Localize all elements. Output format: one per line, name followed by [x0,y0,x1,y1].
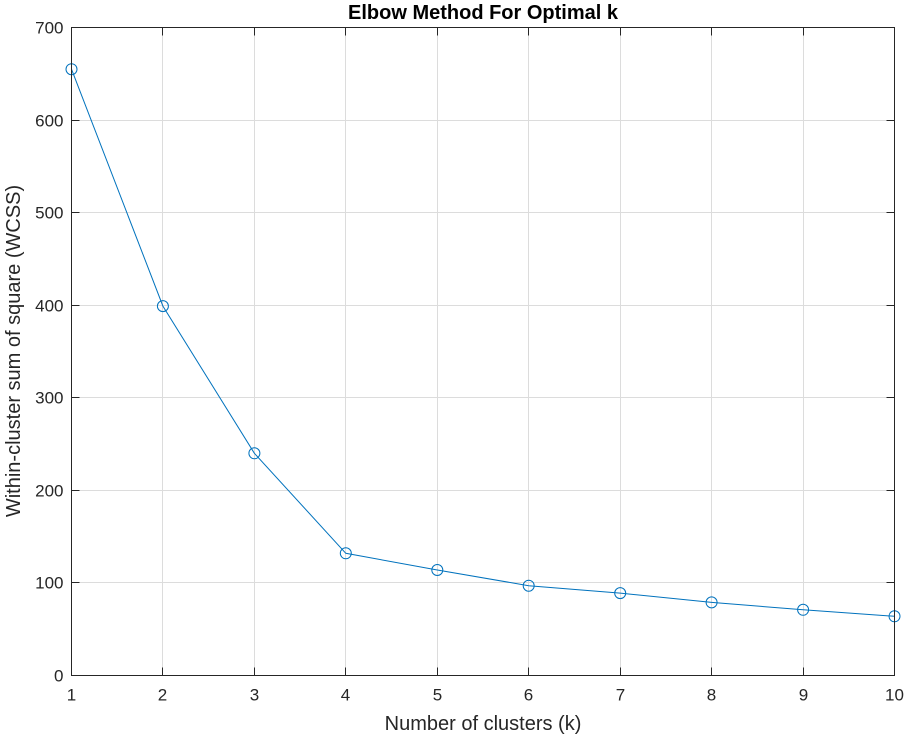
chart-title: Elbow Method For Optimal k [348,2,619,24]
x-tick-label: 8 [707,686,716,705]
y-tick-label: 600 [35,112,63,131]
data-point [797,603,810,616]
data-point [248,447,261,460]
x-axis-label: Number of clusters (k) [385,713,582,735]
y-tick-label: 300 [35,389,63,408]
data-point [431,564,444,576]
plot-frame [71,27,895,676]
grid [71,27,895,676]
x-tick-label: 10 [885,686,904,705]
y-axis-label: Within-cluster sum of square (WCSS) [3,185,25,517]
x-tick-label: 7 [616,686,625,705]
x-tick-label: 5 [433,686,442,705]
x-tick-label: 9 [799,686,808,705]
x-tick-label: 4 [341,686,350,705]
data-point [614,587,627,600]
series-line [71,69,895,617]
y-tick-label: 200 [35,482,63,501]
y-tick-label: 0 [54,667,63,686]
y-tick-label: 700 [35,19,63,38]
y-tick-label: 100 [35,574,63,593]
data-point [522,579,535,592]
data-point [705,596,718,609]
data-point [339,547,352,560]
x-tick-label: 1 [67,686,76,705]
series-wcss [65,63,901,623]
x-tick-label: 2 [158,686,167,705]
y-tick-label: 500 [35,204,63,223]
x-tick-label: 3 [250,686,259,705]
data-point [156,300,169,313]
x-tick-label: 6 [524,686,533,705]
y-tick-label: 400 [35,297,63,316]
